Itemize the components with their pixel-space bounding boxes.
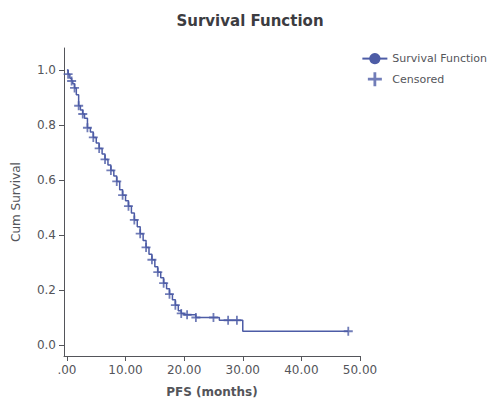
svg-text:PFS (months): PFS (months) bbox=[166, 385, 258, 399]
svg-text:50.00: 50.00 bbox=[343, 363, 377, 377]
svg-text:0.6: 0.6 bbox=[37, 173, 56, 187]
svg-text:.00: .00 bbox=[57, 363, 76, 377]
svg-text:0.8: 0.8 bbox=[37, 118, 56, 132]
svg-text:Cum Survival: Cum Survival bbox=[9, 162, 23, 242]
svg-text:Survival Function: Survival Function bbox=[392, 52, 487, 65]
svg-text:Censored: Censored bbox=[392, 73, 444, 86]
svg-text:10.00: 10.00 bbox=[108, 363, 142, 377]
svg-text:0.0: 0.0 bbox=[37, 338, 56, 352]
svg-text:1.0: 1.0 bbox=[37, 63, 56, 77]
svg-text:Survival Function: Survival Function bbox=[176, 12, 323, 30]
svg-text:30.00: 30.00 bbox=[226, 363, 260, 377]
svg-text:0.4: 0.4 bbox=[37, 228, 56, 242]
svg-text:0.2: 0.2 bbox=[37, 283, 56, 297]
svg-text:20.00: 20.00 bbox=[167, 363, 201, 377]
svg-text:40.00: 40.00 bbox=[284, 363, 318, 377]
